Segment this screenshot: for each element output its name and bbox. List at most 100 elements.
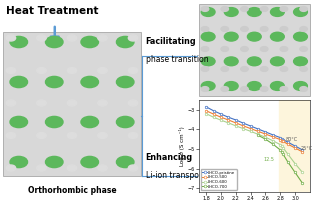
Circle shape xyxy=(280,47,288,51)
Circle shape xyxy=(81,116,99,128)
Circle shape xyxy=(241,87,248,91)
Circle shape xyxy=(10,36,28,48)
Circle shape xyxy=(221,27,228,31)
Legend: LHCO-pristine, LHCO-500, LHCO-600, LHCO-700: LHCO-pristine, LHCO-500, LHCO-600, LHCO-… xyxy=(201,169,237,190)
Circle shape xyxy=(224,32,238,41)
Text: Facilitating: Facilitating xyxy=(146,38,196,46)
Circle shape xyxy=(294,57,307,66)
Circle shape xyxy=(260,7,268,11)
Circle shape xyxy=(224,8,238,16)
FancyBboxPatch shape xyxy=(3,32,141,176)
Circle shape xyxy=(221,47,228,51)
Circle shape xyxy=(241,27,248,31)
Circle shape xyxy=(294,32,307,41)
Circle shape xyxy=(10,156,28,168)
FancyBboxPatch shape xyxy=(199,4,310,96)
Circle shape xyxy=(128,68,138,73)
Text: Li-ion transport: Li-ion transport xyxy=(146,171,205,180)
Circle shape xyxy=(300,87,307,91)
Circle shape xyxy=(247,8,261,16)
Circle shape xyxy=(201,82,215,90)
Circle shape xyxy=(247,57,261,66)
Circle shape xyxy=(67,100,77,106)
Circle shape xyxy=(81,76,99,88)
Circle shape xyxy=(98,165,107,171)
Circle shape xyxy=(247,82,261,90)
Circle shape xyxy=(221,87,228,91)
Circle shape xyxy=(128,165,138,171)
Circle shape xyxy=(294,8,307,16)
Text: Enhancing: Enhancing xyxy=(146,154,193,162)
Circle shape xyxy=(224,57,238,66)
Circle shape xyxy=(270,82,284,90)
Circle shape xyxy=(241,67,248,71)
Circle shape xyxy=(260,47,268,51)
Text: 25°C: 25°C xyxy=(300,146,312,151)
Circle shape xyxy=(300,47,307,51)
Circle shape xyxy=(300,67,307,71)
Circle shape xyxy=(300,27,307,31)
Circle shape xyxy=(37,132,46,138)
Circle shape xyxy=(280,7,288,11)
Circle shape xyxy=(294,82,307,90)
Circle shape xyxy=(37,68,46,73)
Circle shape xyxy=(6,100,16,106)
Text: Cubic phase: Cubic phase xyxy=(228,104,280,113)
Circle shape xyxy=(260,87,268,91)
Circle shape xyxy=(116,36,134,48)
Circle shape xyxy=(67,68,77,73)
Circle shape xyxy=(201,27,209,31)
Circle shape xyxy=(201,8,215,16)
Circle shape xyxy=(6,35,16,41)
Circle shape xyxy=(280,87,288,91)
Circle shape xyxy=(98,68,107,73)
Circle shape xyxy=(270,8,284,16)
Circle shape xyxy=(128,132,138,138)
Text: 12.5: 12.5 xyxy=(264,157,275,162)
Circle shape xyxy=(241,7,248,11)
Circle shape xyxy=(81,156,99,168)
Circle shape xyxy=(116,116,134,128)
Circle shape xyxy=(270,57,284,66)
Circle shape xyxy=(67,35,77,41)
Circle shape xyxy=(260,67,268,71)
Circle shape xyxy=(201,67,209,71)
Circle shape xyxy=(128,35,138,41)
Text: Orthorhombic phase: Orthorhombic phase xyxy=(28,186,116,195)
Circle shape xyxy=(224,82,238,90)
Text: Heat Treatment: Heat Treatment xyxy=(6,6,99,16)
Circle shape xyxy=(260,27,268,31)
Circle shape xyxy=(37,100,46,106)
Circle shape xyxy=(270,32,284,41)
Circle shape xyxy=(45,76,63,88)
Circle shape xyxy=(201,47,209,51)
Circle shape xyxy=(221,67,228,71)
Circle shape xyxy=(221,7,228,11)
Circle shape xyxy=(201,87,209,91)
Circle shape xyxy=(247,32,261,41)
Circle shape xyxy=(98,35,107,41)
Circle shape xyxy=(280,27,288,31)
Circle shape xyxy=(201,57,215,66)
Circle shape xyxy=(116,76,134,88)
Circle shape xyxy=(67,165,77,171)
Circle shape xyxy=(45,156,63,168)
Circle shape xyxy=(67,132,77,138)
Circle shape xyxy=(6,68,16,73)
Circle shape xyxy=(45,36,63,48)
Circle shape xyxy=(37,35,46,41)
Text: phase transition: phase transition xyxy=(146,55,208,64)
Bar xyxy=(280,100,310,192)
Circle shape xyxy=(98,132,107,138)
Circle shape xyxy=(116,156,134,168)
Circle shape xyxy=(128,100,138,106)
Circle shape xyxy=(300,7,307,11)
Circle shape xyxy=(98,100,107,106)
Circle shape xyxy=(45,116,63,128)
Circle shape xyxy=(201,7,209,11)
Circle shape xyxy=(6,165,16,171)
Circle shape xyxy=(6,132,16,138)
Circle shape xyxy=(201,32,215,41)
Text: 80°C: 80°C xyxy=(285,137,298,142)
Circle shape xyxy=(37,165,46,171)
